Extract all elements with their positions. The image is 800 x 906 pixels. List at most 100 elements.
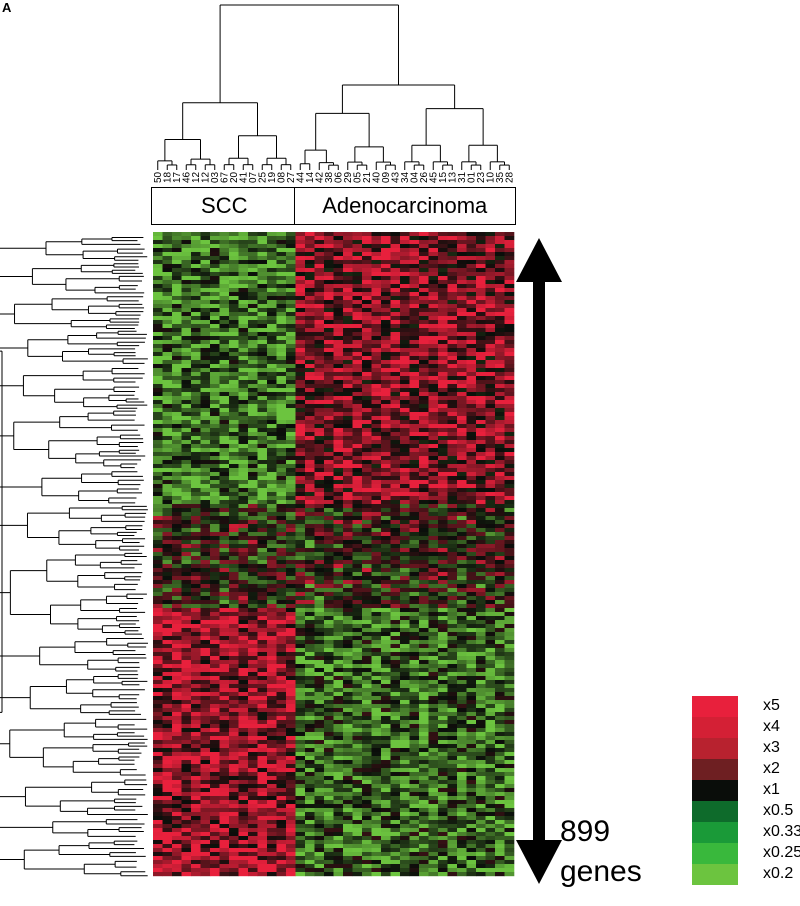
- heatmap-cell: [381, 356, 391, 361]
- heatmap-cell: [210, 468, 220, 473]
- heatmap-cell: [172, 364, 182, 369]
- heatmap-cell: [419, 468, 429, 473]
- heatmap-cell: [495, 268, 505, 273]
- heatmap-cell: [248, 604, 258, 609]
- heatmap-cell: [172, 416, 182, 421]
- heatmap-cell: [485, 656, 496, 661]
- heatmap-cell: [172, 384, 182, 389]
- heatmap-cell: [352, 564, 363, 569]
- heatmap-cell: [257, 564, 268, 569]
- heatmap-cell: [324, 444, 334, 449]
- heatmap-cell: [438, 556, 448, 561]
- heatmap-cell: [324, 536, 334, 541]
- heatmap-cell: [191, 424, 201, 429]
- heatmap-cell: [305, 400, 315, 405]
- heatmap-cell: [504, 460, 515, 465]
- heatmap-cell: [447, 464, 458, 469]
- heatmap-cell: [409, 636, 420, 641]
- heatmap-cell: [371, 384, 382, 389]
- heatmap-cell: [191, 376, 201, 381]
- heatmap-cell: [409, 580, 420, 585]
- heatmap-cell: [172, 472, 182, 477]
- heatmap-cell: [428, 580, 439, 585]
- heatmap-cell: [314, 512, 325, 517]
- heatmap-cell: [210, 664, 220, 669]
- heatmap-cell: [381, 288, 391, 293]
- heatmap-cell: [172, 388, 182, 393]
- heatmap-cell: [504, 300, 515, 305]
- heatmap-cell: [305, 232, 315, 237]
- heatmap-cell: [371, 368, 382, 373]
- heatmap-cell: [333, 668, 344, 673]
- heatmap-cell: [466, 460, 477, 465]
- heatmap-cell: [229, 636, 239, 641]
- heatmap-cell: [400, 376, 410, 381]
- heatmap-cell: [162, 560, 173, 565]
- heatmap-cell: [162, 380, 173, 385]
- heatmap-cell: [381, 652, 391, 657]
- heatmap-cell: [238, 304, 249, 309]
- heatmap-cell: [267, 688, 277, 693]
- heatmap-cell: [428, 276, 439, 281]
- heatmap-cell: [390, 484, 401, 489]
- heatmap-cell: [314, 248, 325, 253]
- heatmap-cell: [495, 500, 505, 505]
- heatmap-cell: [438, 560, 448, 565]
- heatmap-cell: [476, 624, 486, 629]
- heatmap-cell: [381, 428, 391, 433]
- heatmap-cell: [504, 320, 515, 325]
- heatmap-cell: [362, 600, 372, 605]
- heatmap-cell: [229, 612, 239, 617]
- heatmap-cell: [419, 360, 429, 365]
- heatmap-cell: [305, 652, 315, 657]
- heatmap-cell: [181, 644, 192, 649]
- heatmap-cell: [352, 428, 363, 433]
- heatmap-cell: [428, 452, 439, 457]
- heatmap-cell: [238, 556, 249, 561]
- heatmap-cell: [362, 288, 372, 293]
- heatmap-cell: [267, 520, 277, 525]
- heatmap-cell: [314, 560, 325, 565]
- heatmap-cell: [409, 512, 420, 517]
- heatmap-cell: [238, 312, 249, 317]
- heatmap-cell: [381, 308, 391, 313]
- heatmap-cell: [504, 640, 515, 645]
- heatmap-cell: [200, 556, 211, 561]
- heatmap-cell: [210, 332, 220, 337]
- heatmap-cell: [371, 236, 382, 241]
- heatmap-cell: [286, 352, 296, 357]
- heatmap-cell: [476, 316, 486, 321]
- heatmap-cell: [219, 364, 230, 369]
- heatmap-cell: [390, 364, 401, 369]
- heatmap-cell: [314, 668, 325, 673]
- heatmap-cell: [390, 636, 401, 641]
- heatmap-cell: [162, 460, 173, 465]
- heatmap-cell: [495, 636, 505, 641]
- heatmap-cell: [485, 536, 496, 541]
- heatmap-cell: [191, 528, 201, 533]
- heatmap-cell: [381, 620, 391, 625]
- heatmap-cell: [447, 452, 458, 457]
- heatmap-cell: [229, 484, 239, 489]
- heatmap-cell: [181, 660, 192, 665]
- heatmap-cell: [390, 384, 401, 389]
- heatmap-cell: [419, 388, 429, 393]
- heatmap-cell: [495, 504, 505, 509]
- heatmap-cell: [466, 276, 477, 281]
- heatmap-cell: [229, 404, 239, 409]
- heatmap-cell: [324, 616, 334, 621]
- heatmap-cell: [267, 264, 277, 269]
- heatmap-cell: [504, 232, 515, 237]
- heatmap-cell: [305, 388, 315, 393]
- heatmap-cell: [257, 332, 268, 337]
- heatmap-cell: [286, 636, 296, 641]
- heatmap-cell: [466, 520, 477, 525]
- heatmap-cell: [352, 240, 363, 245]
- heatmap-cell: [428, 500, 439, 505]
- heatmap-cell: [295, 684, 306, 689]
- heatmap-cell: [276, 396, 287, 401]
- heatmap-cell: [409, 572, 420, 577]
- heatmap-cell: [485, 416, 496, 421]
- heatmap-cell: [438, 652, 448, 657]
- heatmap-cell: [400, 232, 410, 237]
